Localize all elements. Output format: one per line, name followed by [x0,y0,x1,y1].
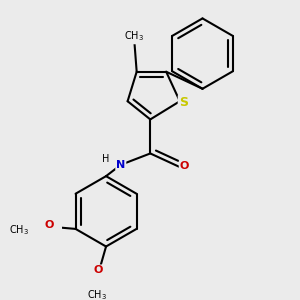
Text: CH$_3$: CH$_3$ [87,288,107,300]
Text: O: O [93,265,103,275]
Text: CH$_3$: CH$_3$ [124,30,144,44]
Text: N: N [116,160,125,170]
Text: CH$_3$: CH$_3$ [9,223,29,237]
Text: S: S [179,96,188,109]
Text: O: O [180,161,189,171]
Text: O: O [45,220,54,230]
Text: H: H [102,154,110,164]
